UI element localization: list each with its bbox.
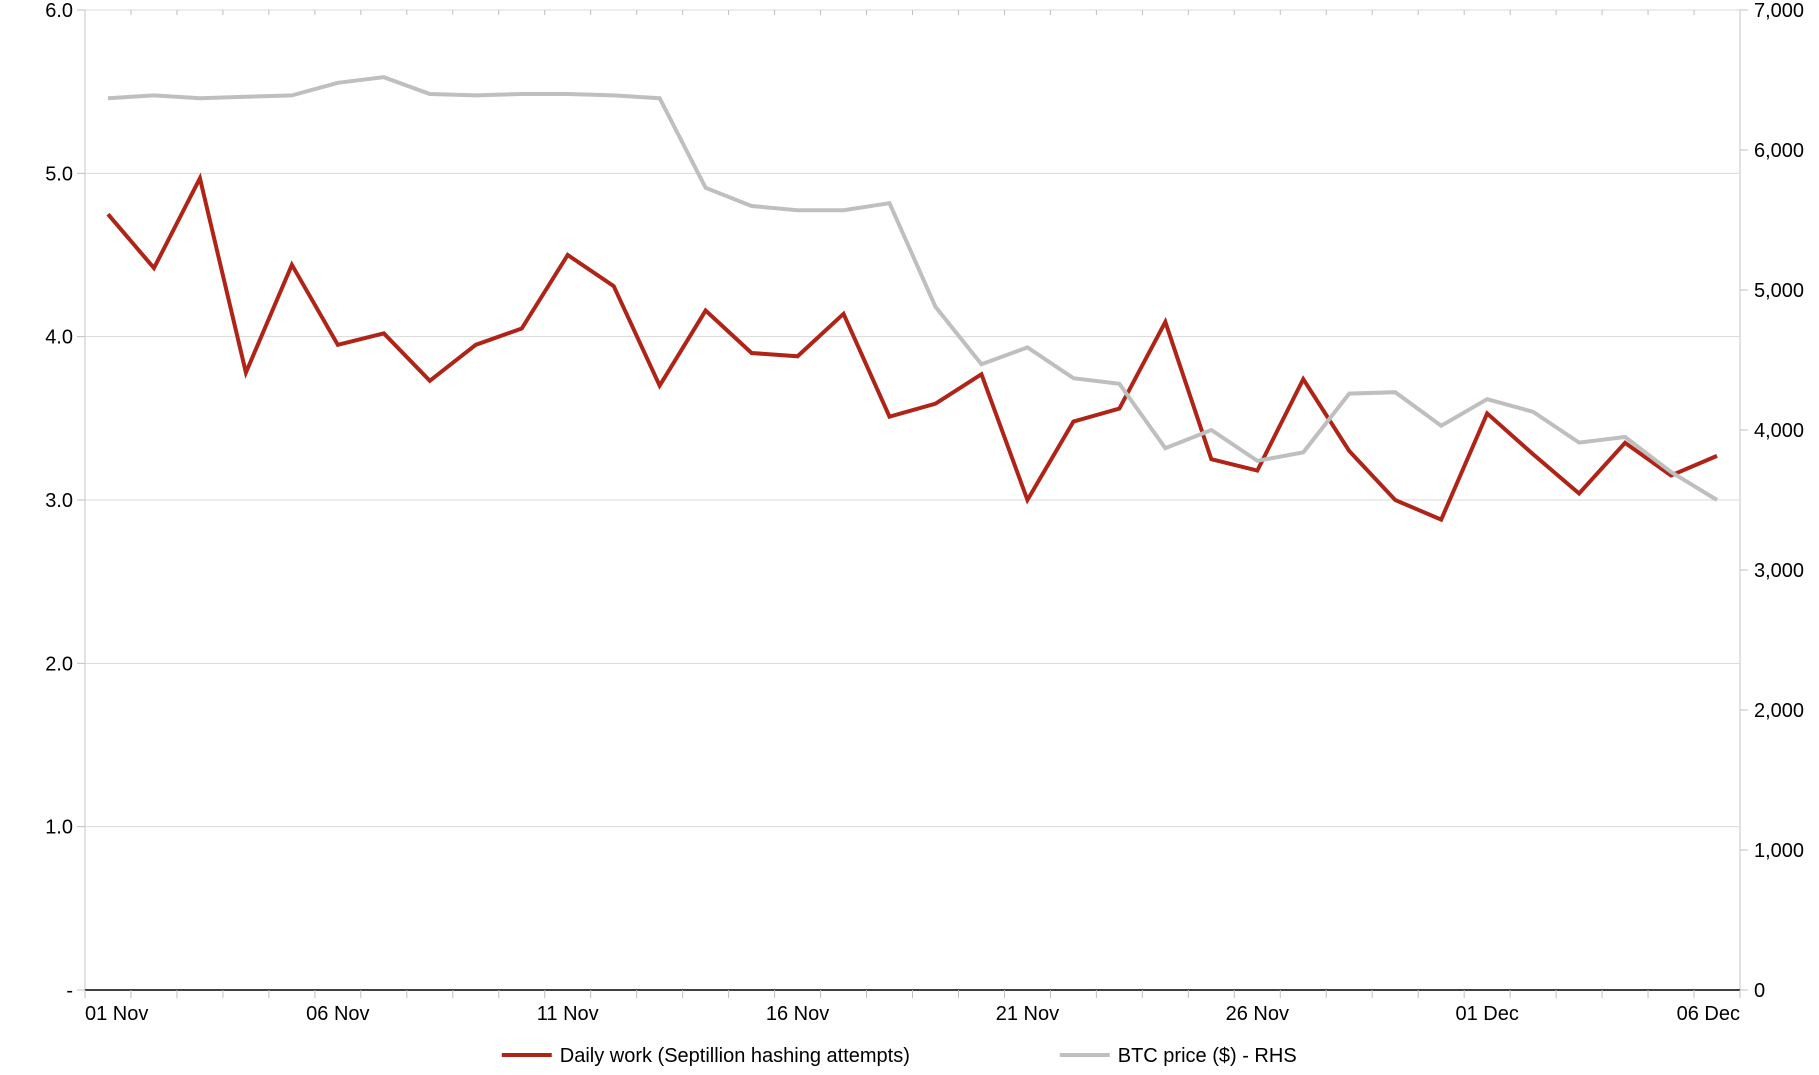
y-left-tick-label: 4.0 [45,327,73,349]
y-left-tick-label: 3.0 [45,490,73,512]
x-tick-label: 06 Dec [1677,1003,1740,1025]
y-right-tick-label: 4,000 [1754,420,1804,442]
x-tick-label: 26 Nov [1226,1003,1289,1025]
x-tick-label: 01 Dec [1455,1003,1518,1025]
y-left-tick-label: - [66,980,73,1002]
y-right-tick-label: 1,000 [1754,840,1804,862]
y-right-tick-label: 3,000 [1754,560,1804,582]
y-left-tick-label: 2.0 [45,653,73,675]
x-tick-label: 06 Nov [306,1003,369,1025]
y-left-tick-label: 5.0 [45,163,73,185]
legend-label: BTC price ($) - RHS [1118,1045,1297,1067]
y-right-tick-label: 7,000 [1754,0,1804,22]
y-left-tick-label: 6.0 [45,0,73,22]
chart-svg: - 1.0 2.0 3.0 4.0 5.0 6.0 0 1,000 2,000 3,0… [0,0,1819,1075]
line-chart: - 1.0 2.0 3.0 4.0 5.0 6.0 0 1,000 2,000 3,0… [0,0,1819,1075]
x-tick-label: 16 Nov [766,1003,829,1025]
y-left-tick-label: 1.0 [45,817,73,839]
x-tick-label: 11 Nov [537,1003,599,1025]
y-right-tick-label: 0 [1754,980,1765,1002]
y-right-tick-label: 5,000 [1754,280,1804,302]
legend-label: Daily work (Septillion hashing attempts) [560,1045,910,1067]
y-right-tick-label: 2,000 [1754,700,1804,722]
y-right-tick-label: 6,000 [1754,140,1804,162]
x-tick-label: 01 Nov [85,1003,148,1025]
x-tick-label: 21 Nov [996,1003,1059,1025]
